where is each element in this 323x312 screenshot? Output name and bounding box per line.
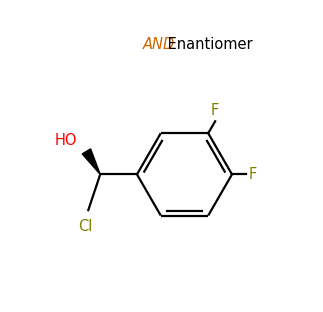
Text: F: F (211, 103, 219, 118)
Text: F: F (249, 167, 257, 182)
Polygon shape (82, 149, 100, 174)
Text: Cl: Cl (78, 219, 92, 234)
Text: Enantiomer: Enantiomer (163, 37, 253, 52)
Text: AND: AND (143, 37, 175, 52)
Text: HO: HO (55, 133, 77, 148)
